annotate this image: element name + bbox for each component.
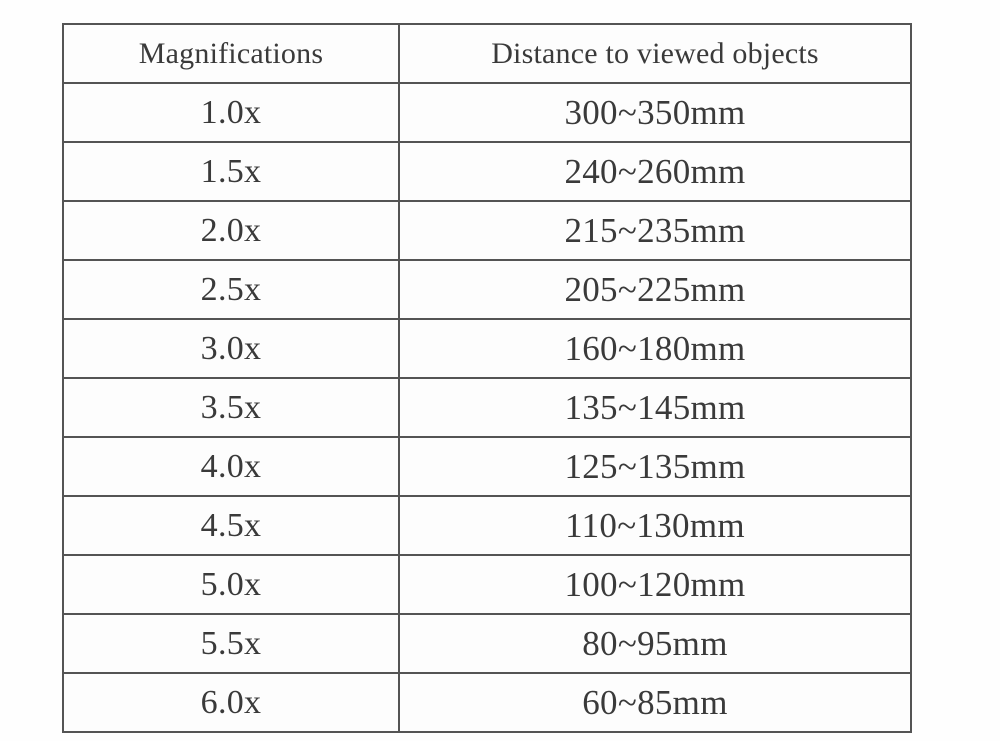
table-row: 2.5x 205~225mm (62, 259, 912, 320)
table-row: 5.0x 100~120mm (62, 554, 912, 615)
cell-distance: 240~260mm (398, 141, 912, 202)
cell-magnification: 6.0x (62, 672, 400, 733)
cell-distance: 125~135mm (398, 436, 912, 497)
table-header: Magnifications Distance to viewed object… (62, 23, 912, 84)
table-row: 1.0x 300~350mm (62, 82, 912, 143)
column-header-magnifications: Magnifications (62, 23, 400, 84)
cell-magnification: 1.0x (62, 82, 400, 143)
cell-magnification: 3.5x (62, 377, 400, 438)
cell-magnification: 2.0x (62, 200, 400, 261)
cell-distance: 135~145mm (398, 377, 912, 438)
cell-distance: 205~225mm (398, 259, 912, 320)
table-row: 6.0x 60~85mm (62, 672, 912, 733)
cell-magnification: 5.0x (62, 554, 400, 615)
cell-magnification: 4.5x (62, 495, 400, 556)
table-row: 3.5x 135~145mm (62, 377, 912, 438)
cell-distance: 60~85mm (398, 672, 912, 733)
cell-distance: 100~120mm (398, 554, 912, 615)
cell-distance: 80~95mm (398, 613, 912, 674)
table-row: 4.5x 110~130mm (62, 495, 912, 556)
cell-distance: 160~180mm (398, 318, 912, 379)
table-row: 4.0x 125~135mm (62, 436, 912, 497)
cell-magnification: 5.5x (62, 613, 400, 674)
cell-distance: 215~235mm (398, 200, 912, 261)
cell-magnification: 3.0x (62, 318, 400, 379)
cell-distance: 300~350mm (398, 82, 912, 143)
cell-distance: 110~130mm (398, 495, 912, 556)
table-body: 1.0x 300~350mm 1.5x 240~260mm 2.0x 215~235mm 2… (62, 82, 912, 733)
magnification-distance-table: Magnifications Distance to viewed object… (62, 23, 912, 733)
table-row: 3.0x 160~180mm (62, 318, 912, 379)
table-row: 5.5x 80~95mm (62, 613, 912, 674)
column-header-distance: Distance to viewed objects (398, 23, 912, 84)
table-header-row: Magnifications Distance to viewed object… (62, 23, 912, 84)
cell-magnification: 2.5x (62, 259, 400, 320)
cell-magnification: 1.5x (62, 141, 400, 202)
cell-magnification: 4.0x (62, 436, 400, 497)
table-row: 1.5x 240~260mm (62, 141, 912, 202)
table-row: 2.0x 215~235mm (62, 200, 912, 261)
